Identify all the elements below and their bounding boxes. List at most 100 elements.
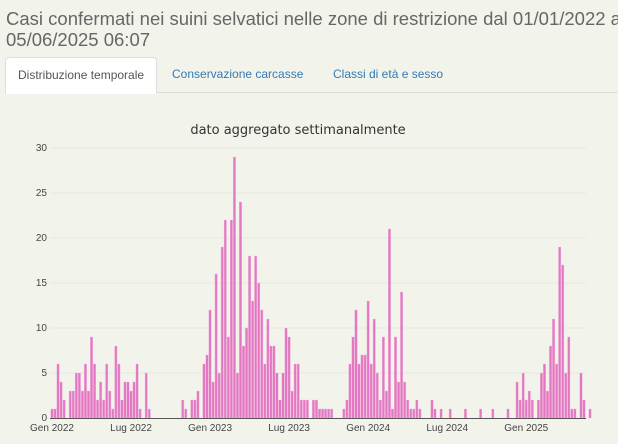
- bar: [181, 399, 185, 419]
- bar: [211, 381, 215, 419]
- y-tick-label: 0: [41, 413, 47, 424]
- bar: [555, 363, 559, 419]
- bar: [254, 255, 258, 419]
- bar: [269, 345, 273, 419]
- bar: [537, 399, 540, 419]
- y-tick-label: 20: [36, 233, 48, 244]
- bar: [184, 408, 188, 419]
- bar: [232, 156, 236, 419]
- bar: [223, 219, 227, 419]
- bar: [290, 390, 294, 419]
- bar: [263, 363, 267, 419]
- bar: [540, 372, 543, 419]
- bar: [242, 345, 245, 419]
- bar: [363, 354, 367, 419]
- bar: [315, 399, 318, 419]
- bar: [518, 399, 522, 419]
- bar: [205, 354, 209, 419]
- bar: [296, 363, 300, 419]
- bar: [348, 363, 352, 419]
- bar: [403, 381, 407, 419]
- bar: [588, 408, 592, 419]
- bar: [573, 408, 577, 419]
- bar: [132, 381, 136, 419]
- x-tick-label: Gen 2025: [504, 423, 548, 434]
- bar: [552, 318, 556, 419]
- bar: [202, 363, 206, 419]
- bar: [324, 408, 327, 419]
- bar: [369, 363, 373, 419]
- bar: [530, 399, 534, 419]
- bar: [117, 363, 121, 419]
- bar: [299, 399, 303, 419]
- bar: [305, 399, 309, 419]
- bar: [281, 372, 285, 419]
- bar: [567, 336, 571, 419]
- bar: [357, 363, 361, 419]
- bar: [464, 408, 467, 419]
- bar: [56, 363, 60, 419]
- bar: [378, 399, 382, 419]
- bar: [397, 381, 400, 419]
- bar: [208, 309, 212, 419]
- bar: [80, 390, 84, 419]
- bar: [147, 408, 151, 419]
- bar: [62, 399, 66, 419]
- bar: [524, 399, 528, 419]
- bar: [412, 408, 416, 419]
- bar: [360, 354, 364, 419]
- bar: [406, 399, 410, 419]
- bar: [479, 408, 483, 419]
- bar: [293, 363, 297, 419]
- bar: [372, 318, 376, 419]
- bar: [59, 381, 63, 419]
- bar: [248, 255, 251, 419]
- title-line-1: Casi confermati nei suini selvatici nell…: [6, 8, 618, 29]
- bar: [415, 399, 419, 419]
- bar: [430, 399, 434, 419]
- x-tick-label: Gen 2022: [30, 423, 74, 434]
- bar: [345, 399, 349, 419]
- bar: [439, 408, 443, 419]
- bar: [506, 408, 510, 419]
- bar: [193, 399, 197, 419]
- bar: [302, 399, 306, 419]
- bar: [74, 372, 78, 419]
- bar: [138, 408, 142, 419]
- bar: [312, 399, 315, 419]
- bar: [418, 408, 422, 419]
- bar: [245, 327, 248, 419]
- y-tick-label: 15: [36, 278, 48, 289]
- bar: [515, 381, 519, 419]
- bar: [527, 390, 531, 419]
- bar: [226, 336, 230, 419]
- bar: [366, 300, 370, 419]
- bar: [77, 372, 81, 419]
- bar: [272, 345, 276, 419]
- bar: [570, 408, 574, 419]
- bar: [120, 399, 124, 419]
- bar: [129, 390, 133, 419]
- bar: [582, 399, 586, 419]
- bar: [546, 390, 549, 419]
- bar: [278, 399, 282, 419]
- bar: [318, 408, 321, 419]
- tab-conservazione-carcasse[interactable]: Conservazione carcasse: [172, 67, 304, 81]
- bar: [260, 309, 264, 419]
- bar: [217, 372, 221, 419]
- x-tick-label: Gen 2024: [346, 423, 390, 434]
- bar: [448, 408, 452, 419]
- page-title: Casi confermati nei suini selvatici nell…: [6, 8, 618, 50]
- y-tick-label: 10: [36, 323, 48, 334]
- bar: [351, 336, 355, 419]
- x-tick-label: Lug 2023: [268, 423, 310, 434]
- bar: [111, 408, 115, 419]
- bar: [236, 372, 239, 419]
- bar: [123, 381, 127, 419]
- bar: [84, 363, 87, 419]
- bar: [330, 408, 334, 419]
- bar: [257, 282, 261, 419]
- tab-classi-eta-sesso[interactable]: Classi di età e sesso: [333, 67, 444, 81]
- tab-distribuzione-temporale[interactable]: Distribuzione temporale: [5, 57, 158, 94]
- bar: [50, 408, 54, 419]
